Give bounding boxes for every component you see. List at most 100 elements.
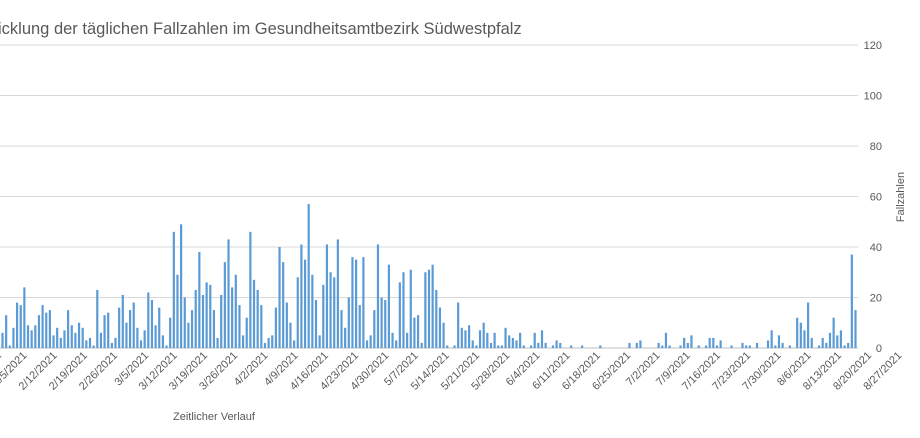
bar: [198, 252, 201, 348]
bar: [683, 337, 686, 348]
bar: [183, 297, 186, 348]
bar: [668, 345, 671, 348]
bar: [220, 294, 223, 348]
bar: [169, 317, 172, 348]
bar: [409, 269, 412, 348]
bar: [347, 297, 350, 348]
bar: [194, 289, 197, 348]
bar: [241, 335, 245, 348]
bar: [147, 292, 150, 348]
bar: [639, 340, 642, 348]
bar: [238, 305, 241, 348]
y-tick-label: 60: [870, 192, 882, 204]
bar: [581, 345, 584, 348]
bar: [158, 307, 161, 348]
bar: [424, 272, 427, 348]
bar: [296, 277, 299, 348]
bar: [712, 337, 715, 348]
bar: [318, 335, 321, 348]
bar: [511, 337, 514, 348]
chart-title: icklung der täglichen Fallzahlen im Gesu…: [0, 20, 522, 38]
bar: [442, 322, 445, 348]
bar: [544, 342, 547, 348]
bar: [570, 345, 573, 348]
bar: [821, 337, 824, 348]
bar: [719, 340, 722, 348]
bar: [322, 284, 325, 348]
bar: [770, 330, 773, 348]
bar: [387, 264, 391, 348]
bar: [796, 317, 799, 348]
bar: [132, 302, 135, 348]
bar: [252, 279, 256, 348]
bar: [70, 325, 73, 348]
bar: [81, 327, 84, 348]
bar: [781, 342, 784, 348]
bar: [41, 305, 44, 348]
bar: [88, 337, 92, 348]
bar: [704, 345, 708, 348]
bar: [118, 307, 121, 348]
gridlines: [0, 44, 858, 349]
bar: [45, 312, 48, 348]
bar: [847, 342, 850, 348]
bar: [497, 345, 500, 348]
bar-series: [1, 204, 857, 348]
bar: [139, 340, 143, 348]
bar: [537, 342, 540, 348]
bar: [333, 277, 336, 348]
bar: [92, 345, 95, 348]
bar: [245, 317, 248, 348]
bar: [223, 262, 226, 348]
bar: [467, 325, 471, 348]
bar: [282, 262, 285, 348]
bar: [37, 315, 41, 348]
bar: [828, 332, 832, 348]
bar: [30, 330, 33, 348]
bar: [56, 327, 59, 348]
bar: [128, 310, 132, 348]
bar: [325, 244, 329, 348]
bar: [165, 345, 168, 348]
bar: [420, 342, 423, 348]
bar: [464, 330, 467, 348]
bar: [799, 322, 802, 348]
bar: [267, 337, 270, 348]
bar: [486, 332, 489, 348]
x-axis-title: Zeitlicher Verlauf: [173, 411, 256, 423]
bar: [817, 345, 821, 348]
bar: [234, 274, 237, 348]
bar: [413, 317, 416, 348]
bar: [216, 337, 219, 348]
y-axis-ticks: 0 20 40 60 80 100 120: [864, 40, 882, 355]
bar: [85, 340, 88, 348]
bar: [369, 335, 372, 348]
bar: [384, 300, 387, 348]
bar: [19, 305, 22, 348]
bar: [431, 264, 434, 348]
bar: [730, 345, 733, 348]
bar: [661, 345, 664, 348]
bar: [482, 322, 485, 348]
bar: [274, 307, 277, 348]
bar: [489, 342, 493, 348]
bar: [336, 239, 339, 348]
bar: [1, 332, 4, 348]
bar: [807, 302, 810, 348]
y-tick-label: 0: [876, 343, 882, 355]
bar: [249, 231, 252, 348]
bar: [26, 325, 30, 348]
bar: [843, 345, 846, 348]
bar: [850, 254, 853, 348]
bar: [664, 332, 668, 348]
y-tick-label: 40: [870, 242, 882, 254]
bar: [354, 259, 358, 348]
bar: [427, 269, 431, 348]
bar: [314, 300, 318, 348]
bar: [172, 231, 175, 348]
bar: [839, 330, 843, 348]
bar: [110, 342, 113, 348]
bar: [376, 244, 380, 348]
bar: [329, 272, 332, 348]
